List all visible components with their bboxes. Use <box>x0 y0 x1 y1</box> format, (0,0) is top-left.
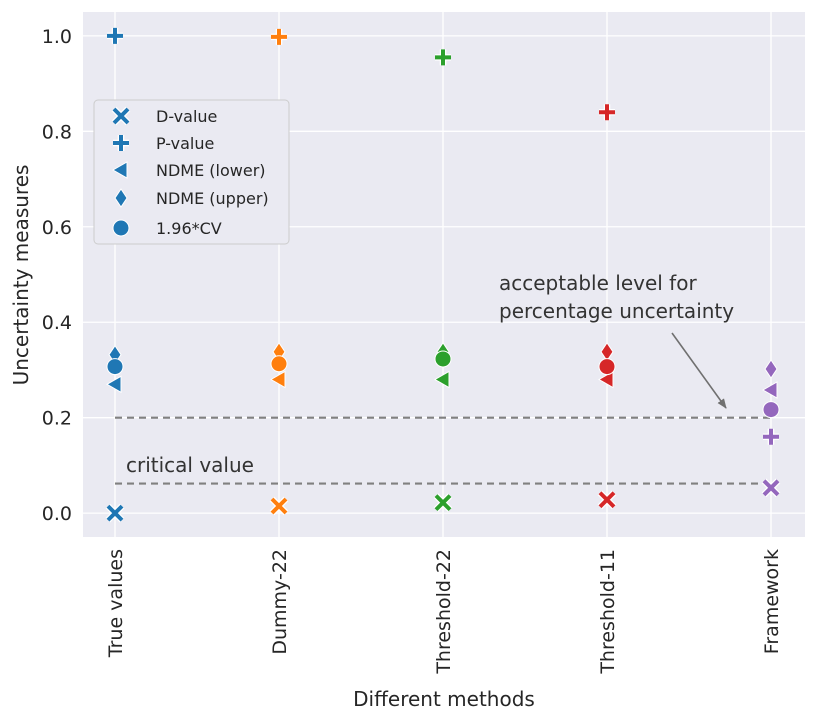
legend-x-icon <box>111 106 131 126</box>
point-triangle-left-4 <box>761 381 778 399</box>
point-circle-4 <box>762 401 780 419</box>
point-x-4 <box>761 478 781 498</box>
legend-circle-icon <box>112 219 130 237</box>
legend-label-d-value: D-value <box>156 107 217 126</box>
point-triangle-left-1 <box>269 370 286 389</box>
x-tick-labels: True values Dummy-22 Threshold-22 Threshold… <box>105 549 783 675</box>
legend-plus-icon <box>113 135 129 151</box>
y-tick-label: 0.0 <box>42 503 72 525</box>
y-tick-label: 0.4 <box>42 312 72 334</box>
point-plus-4 <box>763 428 779 445</box>
point-triangle-left-3 <box>597 370 614 389</box>
legend-label-ndme-lower: NDME (lower) <box>156 161 266 180</box>
y-tick-label: 0.2 <box>42 408 72 430</box>
legend-markers <box>111 106 131 237</box>
point-diamond-4 <box>764 359 778 379</box>
point-plus-1 <box>271 28 287 45</box>
data-points <box>105 27 781 523</box>
x-axis-label: Different methods <box>353 687 535 711</box>
point-circle-0 <box>106 358 124 376</box>
legend-label-1-96-cv: 1.96*CV <box>156 219 222 238</box>
legend-label-ndme-upper: NDME (upper) <box>156 189 269 208</box>
x-tick-label: Threshold-11 <box>597 549 619 675</box>
annotation-critical-value: critical value <box>126 453 254 477</box>
y-tick-label: 0.8 <box>42 121 72 143</box>
x-tick-label: True values <box>105 549 127 658</box>
legend-triangle-left-icon <box>111 161 128 179</box>
x-tick-label: Framework <box>761 549 783 654</box>
point-triangle-left-0 <box>105 375 122 394</box>
point-circle-1 <box>270 355 288 373</box>
legend-diamond-icon <box>114 188 128 208</box>
point-circle-2 <box>434 350 452 368</box>
x-tick-label: Threshold-22 <box>433 549 455 675</box>
point-plus-2 <box>435 49 451 66</box>
point-triangle-left-2 <box>433 370 450 389</box>
point-x-3 <box>597 490 617 510</box>
legend: D-value P-value NDME (lower) NDME (upper… <box>93 99 290 245</box>
point-x-2 <box>433 493 453 512</box>
annotation-acceptable-level-line2: percentage uncertainty <box>499 299 734 323</box>
y-tick-labels: 0.0 0.2 0.4 0.6 0.8 1.0 <box>42 26 72 525</box>
legend-label-p-value: P-value <box>156 134 214 153</box>
annotation-arrow <box>671 332 727 409</box>
y-tick-label: 0.6 <box>42 217 72 239</box>
annotation-acceptable-level-line1: acceptable level for <box>499 271 697 295</box>
point-circle-3 <box>598 358 616 376</box>
point-plus-0 <box>107 27 123 44</box>
legend-box <box>93 99 290 245</box>
point-x-0 <box>105 503 125 523</box>
y-tick-label: 1.0 <box>42 26 72 48</box>
reference-lines <box>115 416 771 485</box>
y-axis-label: Uncertainty measures <box>9 165 33 386</box>
point-plus-3 <box>599 104 615 121</box>
x-tick-label: Dummy-22 <box>269 549 291 655</box>
point-x-1 <box>269 496 289 516</box>
